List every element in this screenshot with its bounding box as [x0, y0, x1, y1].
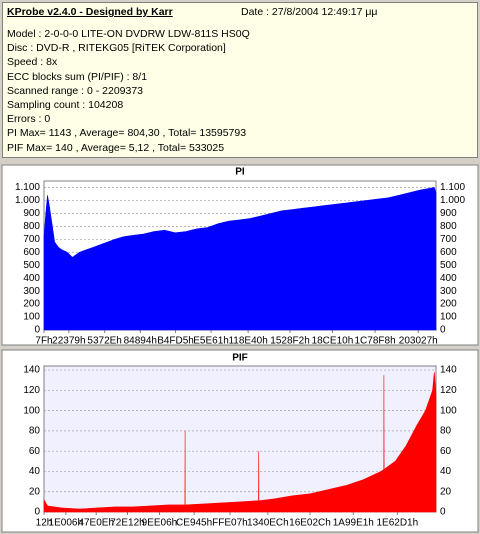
chart-title: PIF: [232, 353, 248, 364]
info-line: PIF Max= 140 , Average= 5,12 , Total= 53…: [7, 141, 225, 154]
x-tick-label: 16E02Ch: [289, 518, 331, 529]
y2-tick-label: 300: [440, 286, 457, 297]
x-tick-label: FFE07h: [212, 518, 248, 529]
info-line: Scanned range : 0 - 2209373: [7, 84, 144, 97]
x-tick-label: 12h: [36, 518, 53, 529]
y2-tick-label: 140: [440, 365, 457, 376]
y-tick-label: 500: [23, 260, 40, 271]
info-line: PI Max= 1143 , Average= 804,30 , Total= …: [7, 127, 247, 140]
x-tick-label: 1E62D1h: [376, 518, 418, 529]
y2-tick-label: 1.000: [440, 195, 465, 206]
y-tick-label: 120: [23, 385, 40, 396]
y-tick-label: 80: [29, 426, 41, 437]
x-tick-label: 1A99E1h: [333, 518, 374, 529]
app-title: KProbe v2.4.0 - Designed by Karr: [7, 6, 173, 18]
y-tick-label: 200: [23, 299, 40, 310]
y2-tick-label: 0: [440, 325, 446, 336]
y2-tick-label: 500: [440, 260, 457, 271]
y2-tick-label: 700: [440, 234, 457, 245]
y-tick-label: 700: [23, 234, 40, 245]
info-line: Disc : DVD-R , RITEKG05 [RiTEK Corporati…: [7, 42, 226, 55]
y-tick-label: 1.100: [15, 182, 40, 193]
y2-tick-label: 900: [440, 208, 457, 219]
info-line: ECC blocks sum (PI/PIF) : 8/1: [7, 70, 148, 83]
x-tick-label: CE945h: [176, 518, 212, 529]
x-tick-label: 203027h: [399, 336, 438, 347]
area: [43, 187, 437, 331]
info-line: Model : 2-0-0-0 LITE-ON DVDRW LDW-811S H…: [7, 28, 250, 40]
x-tick-label: E5E61h: [193, 336, 229, 347]
y2-tick-label: 100: [440, 312, 457, 323]
y2-tick-label: 60: [440, 446, 452, 457]
y-tick-label: 800: [23, 221, 40, 232]
x-tick-label: 84894h: [124, 336, 157, 347]
y2-tick-label: 200: [440, 299, 457, 310]
x-tick-label: 1C78F8h: [355, 336, 396, 347]
x-tick-label: 18CE10h: [312, 336, 354, 347]
chart-title: PI: [235, 167, 245, 178]
x-tick-label: 7Fh: [35, 336, 52, 347]
y2-tick-label: 1.100: [440, 182, 465, 193]
info-panel: KProbe v2.4.0 - Designed by Karr Date : …: [2, 2, 478, 158]
y-tick-label: 100: [23, 405, 40, 416]
x-tick-label: 1340ECh: [247, 518, 289, 529]
y2-tick-label: 0: [440, 507, 446, 518]
y-tick-label: 1.000: [15, 195, 40, 206]
y2-tick-label: 120: [440, 385, 457, 396]
date: Date : 27/8/2004 12:49:17 μμ: [241, 6, 378, 18]
x-tick-label: 47E0Eh: [78, 518, 114, 529]
y-tick-label: 60: [29, 446, 41, 457]
y2-tick-label: 80: [440, 426, 452, 437]
y-tick-label: 900: [23, 208, 40, 219]
y2-tick-label: 20: [440, 486, 452, 497]
y2-tick-label: 800: [440, 221, 457, 232]
y-tick-label: 600: [23, 247, 40, 258]
y-tick-label: 140: [23, 365, 40, 376]
x-tick-label: 5372Eh: [87, 336, 121, 347]
y2-tick-label: 600: [440, 247, 457, 258]
y2-tick-label: 400: [440, 273, 457, 284]
x-tick-label: 1528F2h: [270, 336, 309, 347]
x-tick-label: 22379h: [52, 336, 85, 347]
info-line: Errors : 0: [7, 113, 51, 126]
y-tick-label: 300: [23, 286, 40, 297]
y-tick-label: 40: [29, 466, 41, 477]
y2-tick-label: 100: [440, 405, 457, 416]
y-tick-label: 400: [23, 273, 40, 284]
y-tick-label: 20: [29, 486, 41, 497]
y-tick-label: 0: [34, 507, 40, 518]
y-tick-label: 0: [34, 325, 40, 336]
y2-tick-label: 40: [440, 466, 452, 477]
info-line: Speed : 8x: [7, 56, 58, 69]
x-tick-label: 72E12h: [110, 518, 144, 529]
x-tick-label: B4FD5h: [157, 336, 194, 347]
area: [43, 372, 437, 513]
info-line: Sampling count : 104208: [7, 99, 124, 111]
x-tick-label: 118E40h: [228, 336, 267, 347]
y-tick-label: 100: [23, 312, 40, 323]
x-tick-label: 1E006h: [49, 518, 83, 529]
x-tick-label: 9EE06h: [142, 518, 178, 529]
